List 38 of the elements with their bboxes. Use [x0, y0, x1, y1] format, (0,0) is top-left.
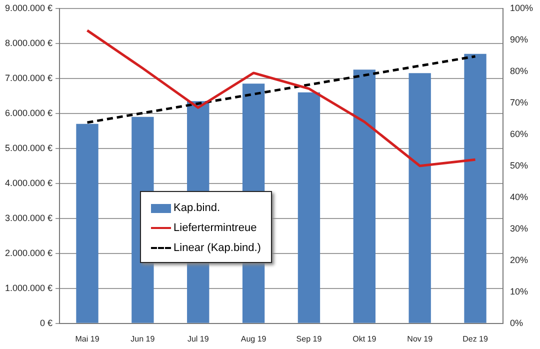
bar — [76, 124, 98, 323]
bar — [298, 92, 320, 323]
x-tick-label: Dez 19 — [462, 334, 488, 344]
bar — [408, 73, 431, 323]
y2-tick-label: 90% — [510, 34, 528, 44]
x-tick-label: Nov 19 — [407, 334, 434, 344]
x-tick-label: Jul 19 — [187, 334, 210, 344]
y-tick-label: 0 € — [40, 318, 53, 328]
y2-tick-label: 80% — [510, 66, 528, 76]
x-tick-label: Aug 19 — [240, 334, 267, 344]
x-tick-label: Jun 19 — [130, 334, 156, 344]
bar — [464, 54, 486, 323]
x-tick-label: Sep 19 — [296, 334, 322, 344]
y2-tick-label: 50% — [510, 160, 528, 170]
y-tick-label: 1.000.000 € — [5, 282, 53, 293]
y2-tick-label: 40% — [510, 192, 528, 202]
y-tick-label: 5.000.000 € — [5, 142, 53, 153]
y2-tick-label: 70% — [510, 97, 528, 108]
bar — [353, 70, 376, 323]
y2-tick-label: 20% — [510, 254, 528, 265]
y-tick-label: 8.000.000 € — [5, 38, 53, 48]
line-series — [86, 55, 477, 124]
x-tick-label: Okt 19 — [352, 334, 377, 344]
legend-label: Liefertermintreue — [174, 222, 257, 234]
legend-label: Kap.bind. — [174, 202, 220, 214]
y2-tick-label: 100% — [510, 2, 534, 13]
y2-tick-label: 0% — [510, 318, 523, 328]
y-tick-label: 9.000.000 € — [5, 2, 53, 13]
y-tick-label: 3.000.000 € — [5, 212, 53, 223]
y-tick-label: 4.000.000 € — [5, 178, 53, 188]
y2-tick-label: 30% — [510, 223, 528, 234]
legend-label: Linear (Kap.bind.) — [174, 242, 261, 254]
y-tick-label: 7.000.000 € — [5, 72, 53, 83]
y-tick-label: 2.000.000 € — [5, 248, 53, 258]
y-tick-label: 6.000.000 € — [5, 108, 53, 118]
y2-tick-label: 60% — [510, 128, 528, 139]
x-tick-label: Mai 19 — [75, 334, 100, 344]
y2-tick-label: 10% — [510, 286, 528, 296]
